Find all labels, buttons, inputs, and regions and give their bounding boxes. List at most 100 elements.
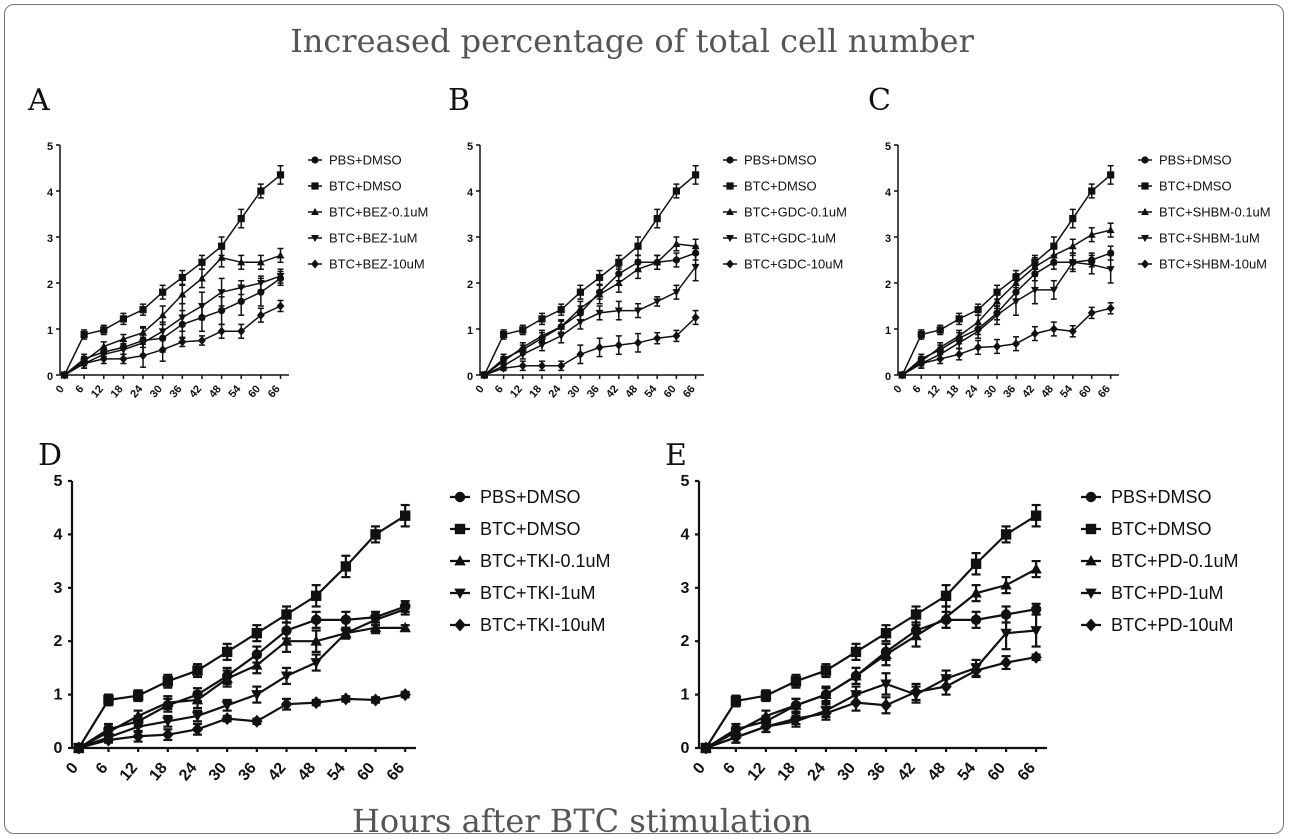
x-tick-label: 0: [474, 383, 487, 395]
legend-item: PBS+DMSO: [308, 153, 402, 168]
legend-item: PBS+DMSO: [450, 487, 581, 507]
x-tick-label: 42: [187, 383, 204, 400]
x-tick-label: 0: [690, 760, 709, 778]
y-tick-label: 3: [47, 233, 53, 245]
series-line: [483, 243, 696, 376]
data-point: [191, 711, 204, 722]
series-line: [483, 174, 697, 376]
legend-marker: [726, 156, 734, 164]
y-tick-label: 5: [885, 141, 891, 153]
data-point: [399, 604, 411, 616]
data-point: [1069, 215, 1077, 223]
data-point: [119, 346, 128, 354]
data-point: [518, 351, 527, 359]
data-point: [1000, 628, 1012, 640]
data-point: [557, 332, 566, 341]
y-tick-label: 3: [54, 580, 63, 597]
y-tick-label: 0: [54, 740, 63, 757]
data-point: [576, 349, 585, 359]
series-triangle: [73, 621, 411, 753]
data-point: [1068, 259, 1077, 267]
data-point: [850, 696, 862, 710]
panel-letter-c: C: [868, 83, 891, 118]
legend-item: BTC+SHBM-0.1uM: [1138, 205, 1271, 220]
legend-marker: [726, 234, 734, 243]
x-tick-label: 48: [207, 383, 224, 400]
data-point: [1030, 563, 1042, 574]
legend-marker: [311, 259, 319, 269]
legend-marker: [1141, 207, 1149, 216]
series-line: [901, 307, 1111, 376]
x-tick-label: 18: [944, 383, 961, 400]
x-tick-label: 66: [681, 383, 698, 400]
legend-marker: [1141, 259, 1149, 269]
legend-label: BTC+BEZ-1uM: [329, 231, 418, 246]
y-tick-label: 2: [681, 633, 690, 650]
data-point: [672, 256, 681, 264]
series-square: [60, 164, 285, 379]
x-tick-label: 6: [720, 760, 739, 778]
x-tick-label: 12: [925, 383, 942, 400]
y-tick-label: 1: [467, 325, 473, 337]
y-tick-label: 1: [885, 325, 891, 337]
y-tick-label: 4: [885, 187, 892, 199]
legend-marker: [311, 234, 319, 243]
figure-title: Increased percentage of total cell numbe…: [290, 22, 974, 60]
data-point: [178, 314, 187, 322]
data-point: [940, 611, 952, 622]
data-point: [139, 339, 148, 347]
data-point: [198, 258, 206, 266]
x-tick-label: 6: [93, 760, 112, 778]
x-tick-label: 18: [146, 760, 171, 785]
data-point: [1049, 324, 1058, 334]
series-line: [705, 568, 1037, 749]
data-point: [197, 274, 206, 282]
series-line: [704, 514, 1037, 749]
x-tick-label: 66: [384, 760, 409, 785]
y-tick-label: 2: [467, 279, 473, 291]
legend-marker: [311, 207, 319, 216]
data-point: [237, 326, 246, 336]
x-tick-label: 42: [604, 383, 621, 400]
x-tick-label: 6: [493, 383, 506, 395]
data-point: [132, 729, 144, 743]
data-point: [1087, 308, 1096, 318]
x-tick-label: 30: [206, 760, 231, 785]
x-tick-label: 60: [662, 383, 679, 400]
legend-label: BTC+TKI-1uM: [480, 583, 596, 603]
legend-label: PBS+DMSO: [1159, 153, 1232, 168]
data-point: [158, 311, 167, 319]
x-tick-label: 54: [226, 383, 244, 401]
data-point: [399, 688, 411, 702]
series-triangle-down: [480, 252, 700, 380]
legend-item: PBS+DMSO: [1138, 153, 1232, 168]
series-line: [484, 316, 697, 376]
y-tick-label: 1: [47, 325, 53, 337]
data-point: [653, 215, 661, 223]
data-point: [340, 614, 352, 626]
x-tick-label: 18: [527, 383, 544, 400]
data-point: [820, 665, 832, 676]
data-point: [369, 693, 382, 707]
legend-marker: [1141, 156, 1149, 164]
y-tick-label: 5: [681, 473, 690, 490]
y-tick-label: 4: [467, 187, 474, 199]
data-point: [256, 279, 265, 288]
x-tick-label: 12: [508, 383, 525, 400]
data-point: [955, 315, 963, 323]
legend-item: BTC+TKI-1uM: [450, 583, 596, 603]
legend-label: BTC+PD-0.1uM: [1111, 551, 1239, 571]
data-point: [993, 341, 1001, 351]
data-point: [1068, 242, 1077, 250]
legend-item: BTC+PD-1uM: [1081, 583, 1224, 603]
x-tick-label: 66: [1015, 760, 1040, 785]
data-point: [251, 659, 263, 670]
y-tick-label: 0: [47, 371, 53, 383]
series-triangle: [700, 559, 1042, 753]
x-tick-label: 48: [1039, 383, 1056, 400]
legend-item: BTC+GDC-0.1uM: [723, 205, 847, 220]
x-tick-label: 54: [955, 760, 980, 785]
legend-label: BTC+SHBM-1uM: [1159, 231, 1260, 246]
